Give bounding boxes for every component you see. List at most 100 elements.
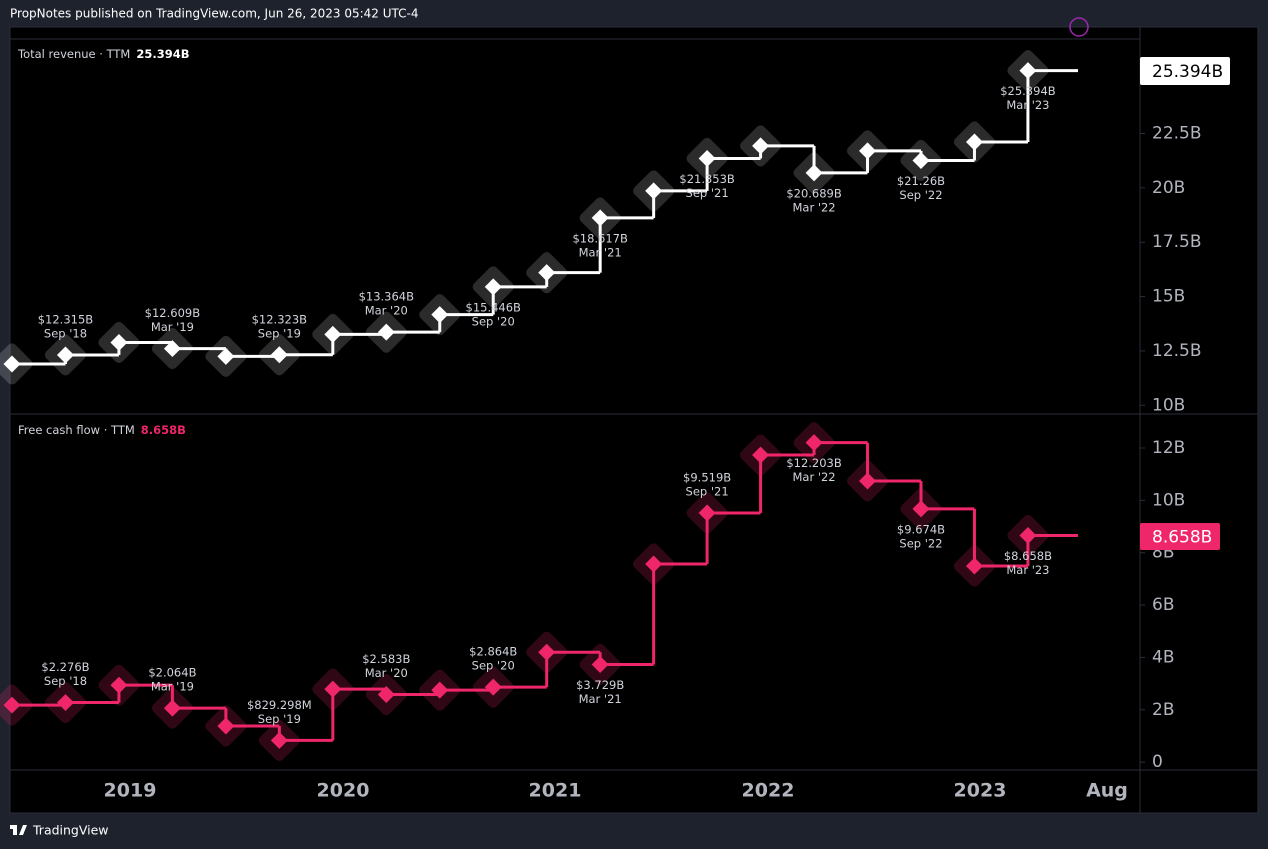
date-label: Sep '21: [686, 484, 729, 498]
date-label: Mar '19: [151, 680, 194, 694]
marker: [859, 472, 877, 490]
y-tick-label: 17.5B: [1152, 232, 1202, 252]
pane-title: Total revenue · TTM 25.394B: [17, 47, 190, 61]
date-label: Sep '22: [899, 536, 942, 550]
data-label: $2.583B: [362, 652, 410, 666]
y-tick-label: 6B: [1152, 595, 1174, 615]
marker: [591, 656, 609, 674]
data-label: $12.203B: [786, 456, 842, 470]
marker: [698, 504, 716, 522]
data-label: $21.353B: [679, 172, 735, 186]
marker: [805, 164, 823, 182]
y-tick-label: 2B: [1152, 700, 1174, 720]
marker: [163, 699, 181, 717]
marker: [805, 434, 823, 452]
date-label: Mar '22: [792, 200, 835, 214]
pane-title-value: 25.394B: [136, 47, 189, 61]
x-tick-label: 2019: [104, 780, 157, 802]
marker: [1019, 62, 1037, 80]
marker: [56, 694, 74, 712]
marker: [1019, 526, 1037, 544]
marker: [270, 731, 288, 749]
date-label: Sep '20: [472, 314, 515, 328]
date-label: Sep '19: [258, 712, 301, 726]
marker: [377, 686, 395, 704]
marker: [217, 717, 235, 735]
data-label: $12.323B: [252, 312, 308, 326]
marker: [645, 555, 663, 573]
y-tick-label: 22.5B: [1152, 124, 1202, 144]
date-label: Sep '18: [44, 326, 87, 340]
date-label: Sep '19: [258, 326, 301, 340]
data-label: $25.394B: [1000, 84, 1056, 98]
data-label: $18.617B: [572, 231, 628, 245]
date-label: Mar '21: [579, 692, 622, 706]
marker: [270, 346, 288, 364]
data-label: $15.446B: [466, 300, 522, 314]
marker: [645, 182, 663, 200]
marker: [859, 142, 877, 160]
data-label: $8.658B: [1004, 549, 1052, 563]
marker: [538, 643, 556, 661]
data-label: $12.315B: [38, 312, 94, 326]
date-label: Sep '20: [472, 659, 515, 673]
data-label: $829.298M: [247, 698, 312, 712]
pane-title-value: 8.658B: [141, 423, 186, 437]
data-label: $20.689B: [786, 186, 842, 200]
pane-title: Free cash flow · TTM 8.658B: [18, 423, 186, 437]
marker: [431, 306, 449, 324]
y-tick-label: 10B: [1152, 395, 1185, 415]
data-label: $9.519B: [683, 470, 731, 484]
pane-title-text: Free cash flow · TTM: [18, 423, 135, 437]
marker: [698, 149, 716, 167]
marker: [538, 264, 556, 282]
brand-logo: [10, 825, 27, 835]
last-value-tag: [1140, 57, 1230, 85]
marker: [912, 151, 930, 169]
marker: [110, 333, 128, 351]
marker: [217, 347, 235, 365]
x-tick-label: 2020: [317, 780, 370, 802]
data-label: $2.064B: [148, 666, 196, 680]
data-label: $2.276B: [41, 660, 89, 674]
marker: [324, 680, 342, 698]
marker: [591, 209, 609, 227]
brand-name: TradingView: [32, 823, 109, 838]
icon: [1069, 17, 1089, 37]
x-tick-label: 2023: [954, 780, 1007, 802]
marker: [752, 137, 770, 155]
date-label: Sep '21: [686, 186, 729, 200]
marker: [965, 133, 983, 151]
marker: [324, 325, 342, 343]
last-value-label: 25.394B: [1152, 62, 1223, 82]
marker: [3, 696, 21, 714]
marker: [912, 500, 930, 518]
data-label: $9.674B: [897, 522, 945, 536]
y-tick-label: 12.5B: [1152, 341, 1202, 361]
last-value-tag: [1140, 523, 1220, 550]
data-label: $3.729B: [576, 678, 624, 692]
y-tick-label: 20B: [1152, 178, 1185, 198]
date-label: Mar '19: [151, 320, 194, 334]
marker: [484, 678, 502, 696]
date-label: Mar '21: [579, 245, 622, 259]
data-label: $12.609B: [145, 306, 201, 320]
last-value-label: 8.658B: [1152, 528, 1212, 548]
data-label: $13.364B: [359, 290, 415, 304]
date-label: Mar '20: [365, 304, 408, 318]
marker: [431, 681, 449, 699]
y-tick-label: 10B: [1152, 490, 1185, 510]
data-label: $2.864B: [469, 645, 517, 659]
marker: [163, 340, 181, 358]
x-tick-label: 2022: [742, 780, 795, 802]
date-label: Mar '20: [365, 666, 408, 680]
x-tick-label: Aug: [1086, 780, 1128, 802]
date-label: Sep '18: [44, 674, 87, 688]
date-label: Mar '22: [792, 470, 835, 484]
date-label: Sep '22: [899, 188, 942, 202]
marker: [965, 557, 983, 575]
y-tick-label: 15B: [1152, 287, 1185, 307]
